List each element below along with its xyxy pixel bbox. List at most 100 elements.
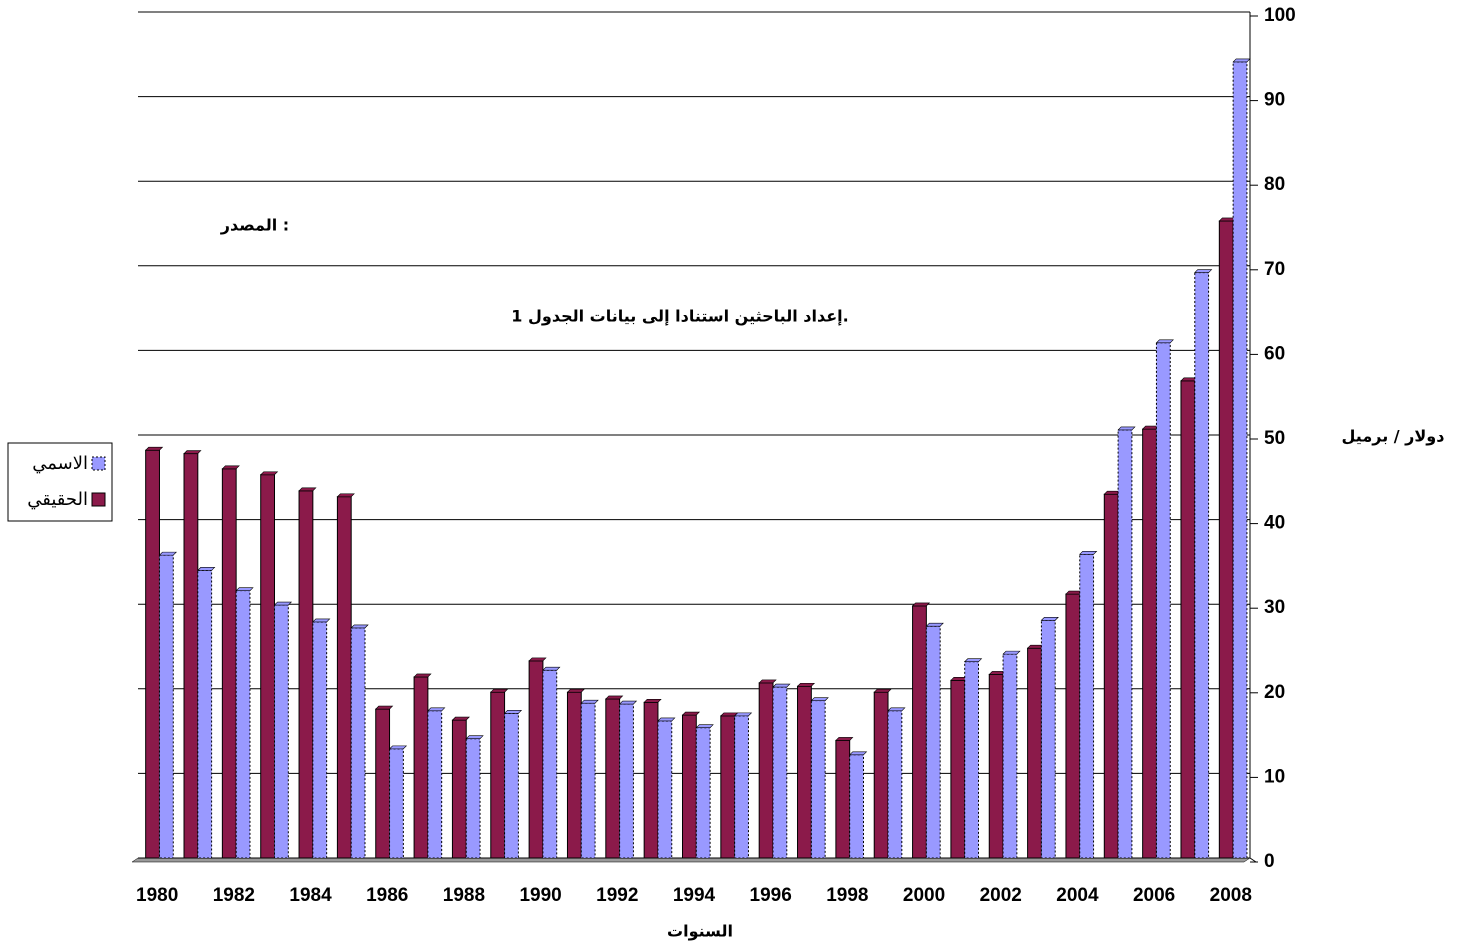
bar-top [963, 658, 983, 663]
bar [1142, 428, 1157, 859]
bar [389, 748, 404, 859]
bar-top [235, 587, 254, 591]
x-axis-label: السنوات [667, 922, 733, 941]
legend-label: الحقيقي [27, 489, 88, 510]
bar-top [350, 624, 369, 629]
x-tick-label: 2002 [980, 885, 1022, 906]
bar [298, 490, 314, 859]
bar [772, 686, 788, 859]
x-tick-label: 1982 [213, 885, 255, 906]
bar-top [503, 710, 523, 714]
floor [131, 857, 1251, 863]
x-tick-label: 1988 [443, 885, 485, 906]
bar-top [197, 567, 216, 571]
bar [1218, 220, 1234, 859]
bar [605, 698, 621, 859]
bar [197, 569, 213, 859]
bar [221, 468, 237, 859]
bar-top [887, 707, 906, 712]
annotation: المصدر : [220, 216, 289, 235]
bar-top [835, 737, 854, 741]
bar-top [873, 688, 892, 693]
bar-top [542, 666, 561, 671]
bar [274, 604, 289, 859]
y-tick-label: 70 [1264, 259, 1285, 280]
bar [312, 621, 328, 859]
legend-swatch [91, 456, 106, 471]
bar-top [618, 700, 638, 705]
x-tick-label: 2008 [1210, 885, 1252, 906]
bar [375, 708, 391, 859]
bar [1180, 380, 1196, 859]
bar-top [427, 707, 446, 712]
legend-box [7, 442, 113, 522]
bar-top [580, 699, 599, 704]
x-tick-label: 1990 [519, 885, 561, 906]
y-tick-label: 10 [1264, 766, 1285, 787]
bar-top [1040, 616, 1059, 621]
y-tick-label: 50 [1264, 428, 1285, 449]
bar [413, 676, 429, 859]
bar-top [810, 697, 829, 701]
bar [912, 605, 927, 859]
bar [1002, 653, 1018, 859]
bar-top [772, 683, 791, 688]
bar-top [925, 622, 944, 627]
bar [1040, 619, 1056, 859]
bar [504, 712, 519, 859]
bar [835, 739, 851, 859]
x-tick-label: 1998 [826, 885, 868, 906]
x-tick-label: 2004 [1056, 885, 1099, 906]
bar-top [273, 601, 293, 606]
bar [1103, 493, 1119, 859]
bar-top [848, 751, 868, 756]
bar [566, 691, 582, 859]
x-tick-label: 2006 [1133, 885, 1175, 906]
bar-top [490, 688, 509, 693]
x-tick-label: 1994 [673, 885, 716, 906]
y-tick-label: 80 [1264, 174, 1285, 195]
bar-top [657, 717, 676, 722]
bar-top [643, 699, 662, 703]
bar [235, 590, 251, 859]
bar [1065, 593, 1081, 859]
bar-top [413, 673, 432, 678]
bar-top [298, 487, 317, 492]
bar-top [796, 682, 816, 687]
bar [1079, 553, 1095, 859]
bar-top [1079, 550, 1098, 555]
bar-top [528, 657, 547, 662]
bar [427, 710, 443, 859]
bar-top [733, 712, 753, 717]
bar [1027, 647, 1042, 859]
x-tick-label: 1980 [136, 885, 178, 906]
bar-top [1002, 650, 1021, 655]
bar-top [758, 679, 777, 684]
bar-top [221, 465, 240, 470]
y-tick-label: 60 [1264, 343, 1285, 364]
bar [465, 738, 481, 859]
bar-top [183, 450, 202, 454]
bar [925, 625, 941, 859]
y-tick-label: 30 [1264, 597, 1285, 618]
bar-top [375, 705, 394, 710]
bar [720, 715, 736, 859]
bar-top [1117, 426, 1136, 431]
bar [350, 627, 366, 859]
y-tick-label: 20 [1264, 682, 1285, 703]
bar [873, 691, 889, 859]
bar [964, 661, 980, 859]
bar-top [259, 471, 279, 476]
bar [1232, 61, 1248, 859]
bar [158, 554, 174, 859]
bar [695, 727, 711, 859]
bar [1155, 342, 1171, 859]
x-tick-label: 1986 [366, 885, 408, 906]
bar [145, 449, 160, 859]
bar-top [911, 602, 931, 607]
y-tick-label: 90 [1264, 90, 1285, 111]
y-tick-label: 0 [1264, 851, 1275, 872]
x-tick-label: 1992 [596, 885, 638, 906]
bar [260, 474, 276, 859]
